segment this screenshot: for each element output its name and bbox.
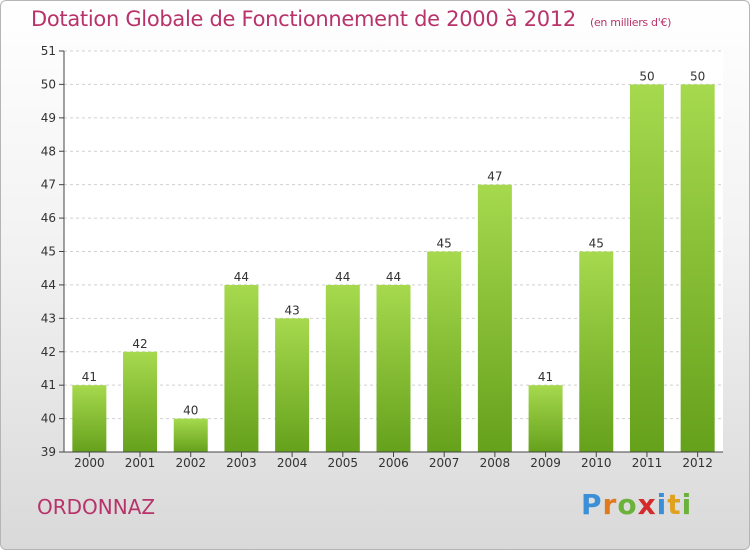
bar xyxy=(477,184,512,452)
title-text: Dotation Globale de Fonctionnement de 20… xyxy=(31,7,576,31)
logo-letter: P xyxy=(581,488,603,521)
x-tick-label: 2008 xyxy=(480,456,511,470)
data-label: 47 xyxy=(487,170,502,184)
data-label: 43 xyxy=(284,303,299,317)
x-tick-label: 2012 xyxy=(682,456,713,470)
logo-letter: x xyxy=(637,488,657,521)
y-tick-label: 49 xyxy=(41,111,56,125)
bar xyxy=(680,84,715,453)
y-tick-label: 45 xyxy=(41,245,56,259)
x-tick-label: 2007 xyxy=(429,456,460,470)
data-label: 42 xyxy=(132,337,147,351)
data-label: 50 xyxy=(690,69,705,83)
y-tick-label: 44 xyxy=(41,278,56,292)
chart-title: Dotation Globale de Fonctionnement de 20… xyxy=(31,7,671,31)
y-tick-label: 48 xyxy=(41,144,56,158)
x-tick-label: 2009 xyxy=(530,456,561,470)
x-tick-label: 2006 xyxy=(378,456,409,470)
data-label: 44 xyxy=(386,270,401,284)
y-tick-label: 39 xyxy=(41,445,56,459)
x-tick-label: 2010 xyxy=(581,456,612,470)
x-tick-label: 2000 xyxy=(74,456,105,470)
y-tick-label: 51 xyxy=(41,44,56,58)
bar xyxy=(579,251,614,452)
x-tick-label: 2001 xyxy=(125,456,156,470)
x-tick-label: 2002 xyxy=(175,456,206,470)
bar xyxy=(325,284,360,452)
bar xyxy=(629,84,664,453)
y-tick-label: 40 xyxy=(41,412,56,426)
bar xyxy=(376,284,411,452)
proxiti-logo: Proxiti xyxy=(581,488,692,521)
y-tick-label: 41 xyxy=(41,378,56,392)
logo-letter: i xyxy=(681,488,693,521)
bar xyxy=(528,385,563,452)
logo-letter: r xyxy=(602,488,618,521)
y-tick-label: 46 xyxy=(41,211,56,225)
y-tick-label: 47 xyxy=(41,178,56,192)
logo-letter: o xyxy=(617,488,638,521)
bar xyxy=(123,351,158,452)
data-label: 50 xyxy=(639,69,654,83)
data-label: 45 xyxy=(437,237,452,251)
data-label: 41 xyxy=(538,370,553,384)
y-tick-label: 50 xyxy=(41,77,56,91)
bar xyxy=(275,318,310,452)
y-tick-label: 43 xyxy=(41,311,56,325)
logo-letter: i xyxy=(656,488,668,521)
unit-label: (en milliers d'€) xyxy=(589,16,672,29)
data-label: 44 xyxy=(335,270,350,284)
bar xyxy=(72,385,107,452)
data-label: 45 xyxy=(589,237,604,251)
bar xyxy=(427,251,462,452)
data-label: 41 xyxy=(82,370,97,384)
bar xyxy=(173,418,208,452)
x-tick-label: 2003 xyxy=(226,456,257,470)
logo-letter: t xyxy=(667,488,682,521)
data-label: 40 xyxy=(183,404,198,418)
y-tick-label: 42 xyxy=(41,345,56,359)
commune-name: ORDONNAZ xyxy=(37,495,156,519)
x-tick-label: 2005 xyxy=(328,456,359,470)
x-tick-label: 2011 xyxy=(632,456,663,470)
x-tick-label: 2004 xyxy=(277,456,308,470)
bar xyxy=(224,284,259,452)
data-label: 44 xyxy=(234,270,249,284)
